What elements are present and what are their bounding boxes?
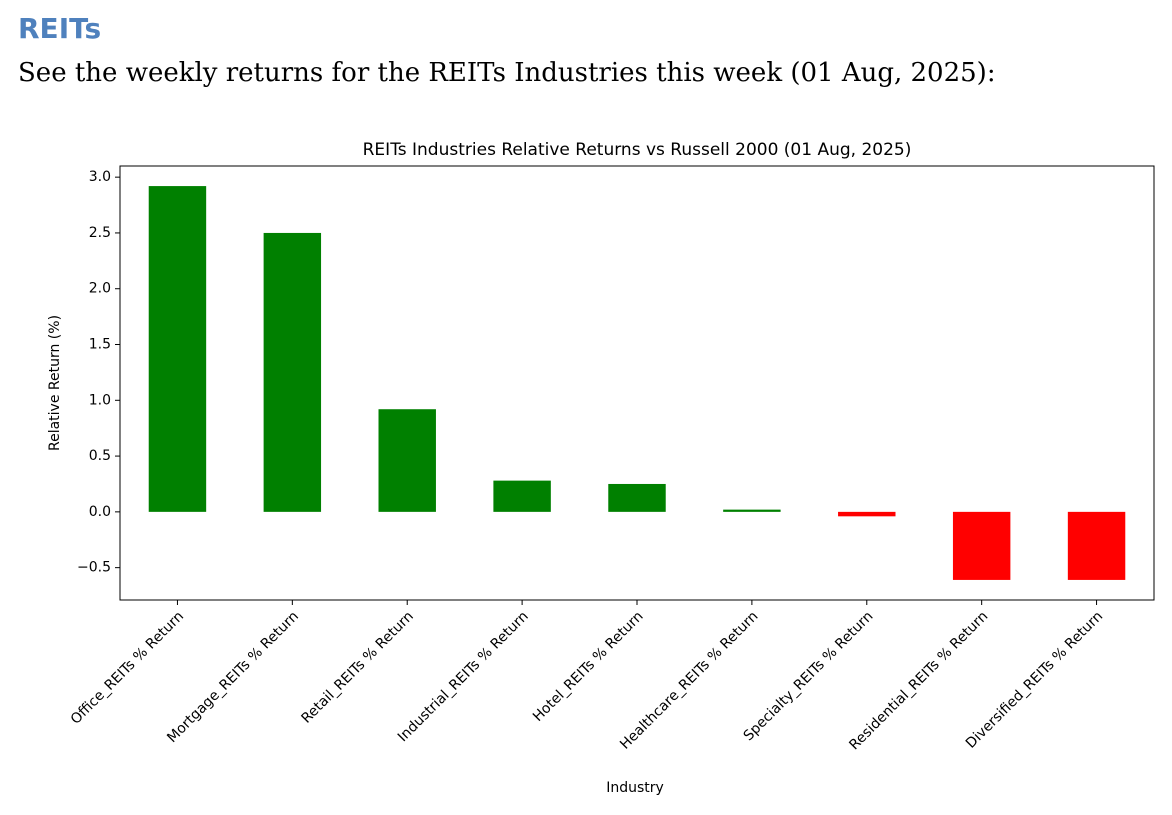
x-axis-label: Industry [606,780,664,796]
page-subtitle: See the weekly returns for the REITs Ind… [18,58,996,88]
x-tick-label: Industrial_REITs % Return [395,608,532,745]
page-title: REITs [18,12,102,45]
bar [1067,511,1126,580]
y-tick-label: 1.0 [89,392,111,408]
y-axis-label: Relative Return (%) [47,315,63,451]
x-tick-label: Diversified_REITs % Return [963,608,1106,751]
bar [838,511,896,517]
y-tick-label: 2.0 [89,281,111,297]
y-tick-label: 0.5 [89,448,111,464]
x-tick-label: Office_REITs % Return [68,608,187,727]
x-tick-label: Residential_REITs % Return [846,608,991,753]
bar [952,511,1011,580]
y-tick-label: −0.5 [77,560,111,576]
x-tick-label: Healthcare_REITs % Return [617,608,761,752]
x-tick-label: Mortgage_REITs % Return [164,608,302,746]
y-tick-label: 3.0 [89,169,111,185]
bar [723,509,781,512]
bar [378,409,436,512]
x-tick-label: Specialty_REITs % Return [741,608,877,744]
bar [263,232,322,512]
chart-title: REITs Industries Relative Returns vs Rus… [363,140,912,160]
y-tick-label: 1.5 [89,337,111,353]
bar [493,480,551,512]
bar [608,483,666,512]
x-tick-label: Hotel_REITs % Return [530,608,647,725]
x-tick-label: Retail_REITs % Return [298,608,416,726]
plot-frame [119,165,1155,601]
y-tick-label: 2.5 [89,225,111,241]
bar [148,186,207,512]
y-tick-label: 0.0 [89,504,111,520]
